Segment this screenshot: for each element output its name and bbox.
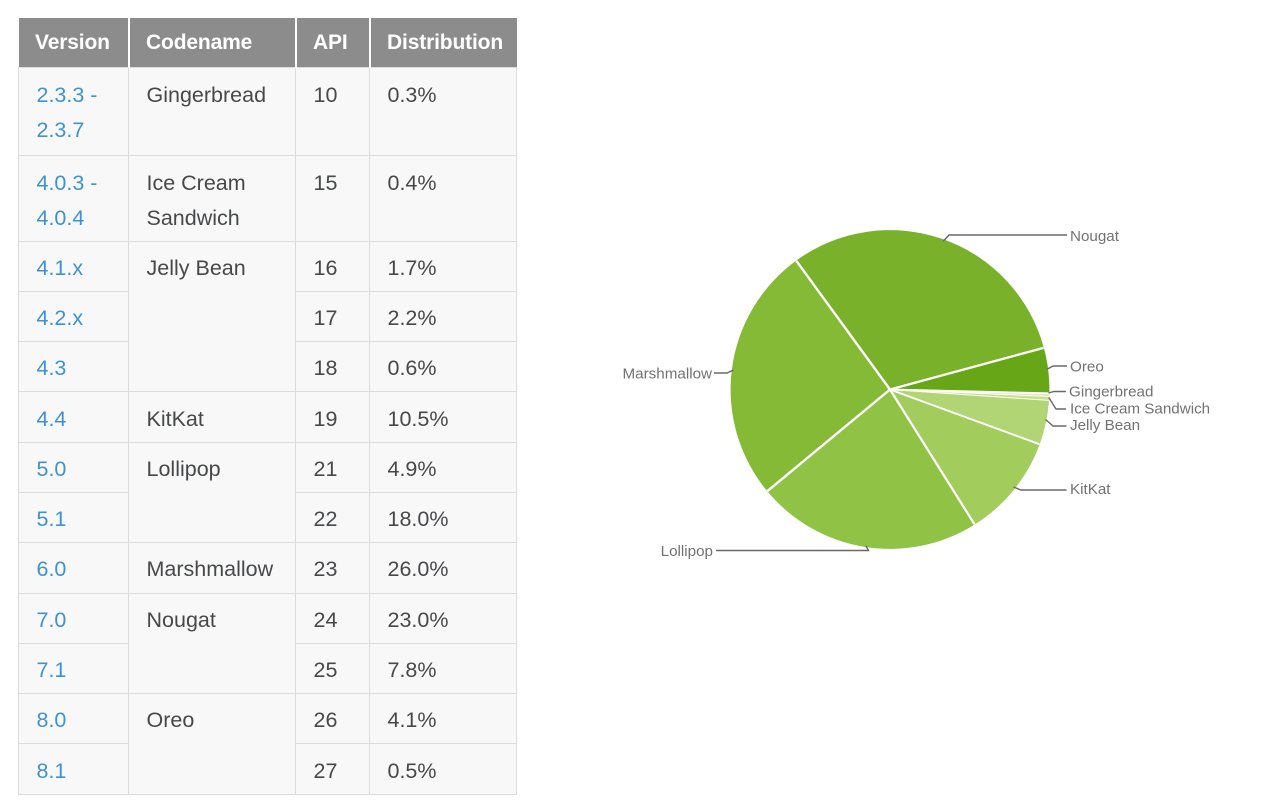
svg-text:Gingerbread: Gingerbread <box>1069 384 1153 401</box>
svg-text:Ice Cream Sandwich: Ice Cream Sandwich <box>1070 401 1210 418</box>
svg-text:Oreo: Oreo <box>1070 359 1104 376</box>
svg-text:Jelly Bean: Jelly Bean <box>1070 417 1140 434</box>
svg-text:Nougat: Nougat <box>1070 228 1120 245</box>
svg-text:Lollipop: Lollipop <box>661 543 713 560</box>
svg-text:Marshmallow: Marshmallow <box>623 366 712 383</box>
svg-text:KitKat: KitKat <box>1070 481 1111 498</box>
